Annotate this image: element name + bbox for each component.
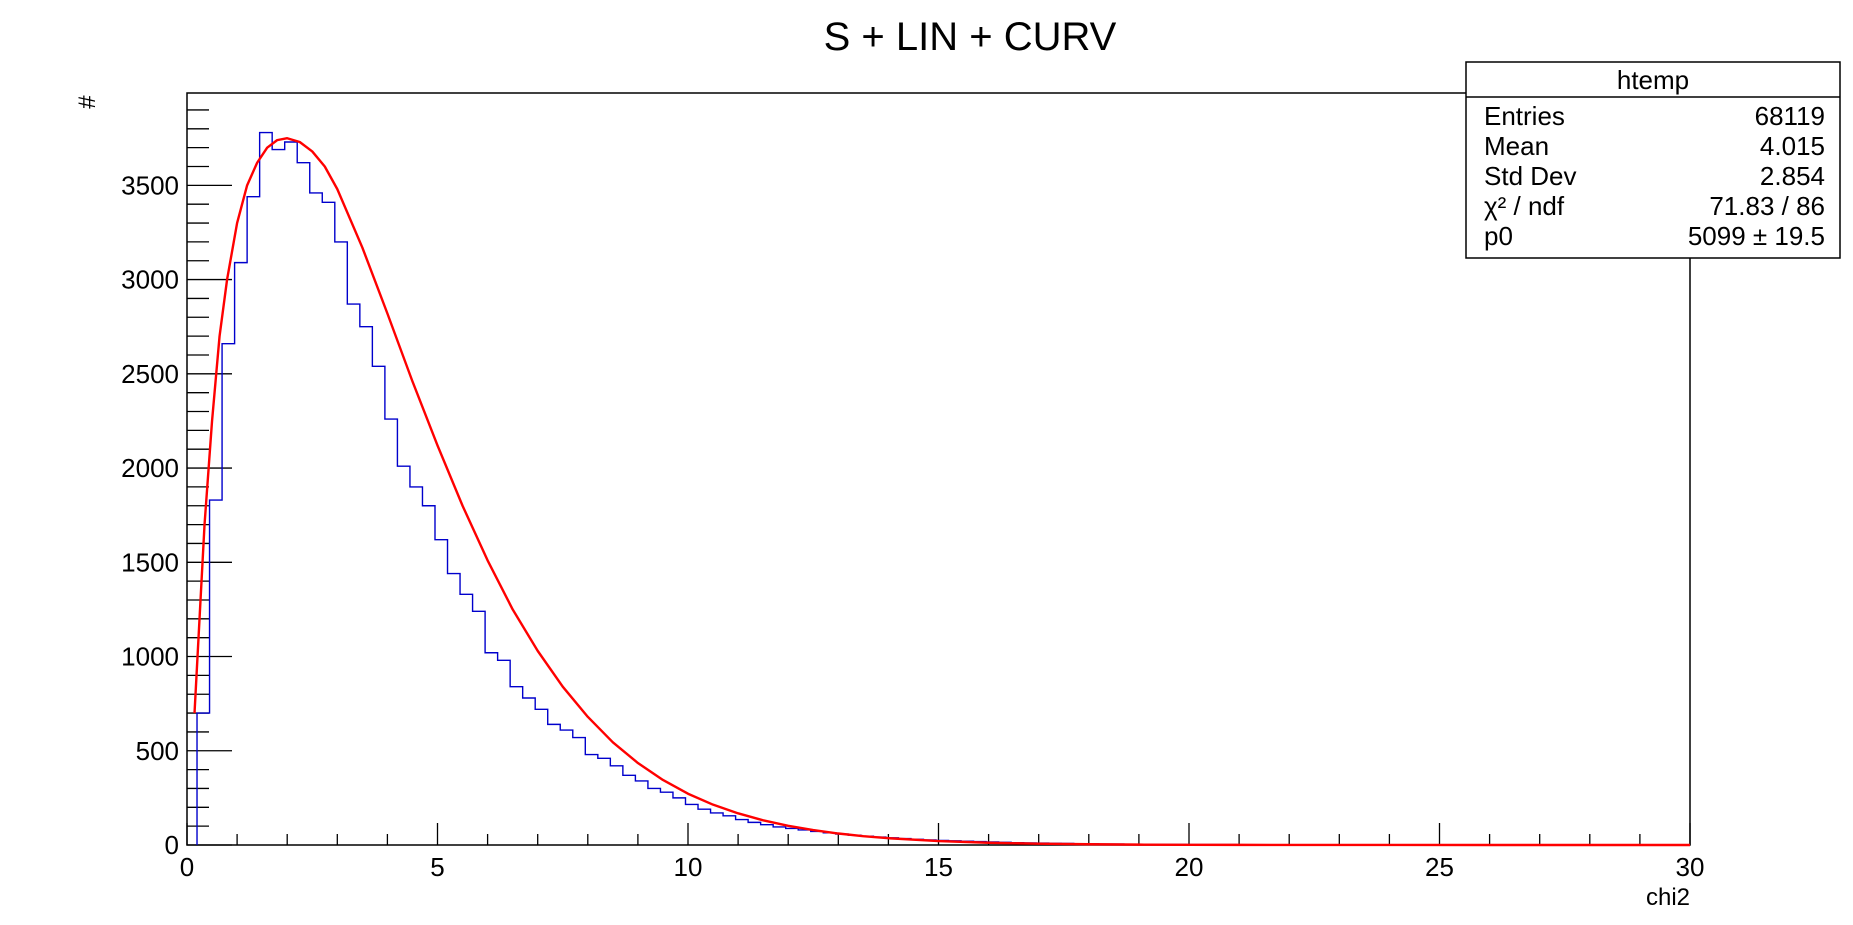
y-axis-label: # [74,95,101,109]
x-tick-label: 20 [1175,852,1204,882]
fit-curve [193,137,1690,847]
stats-row-value: 2.854 [1760,161,1825,191]
stats-box-title: htemp [1617,65,1689,95]
stats-row-label: Mean [1484,131,1549,161]
plot-frame [186,92,1691,846]
y-tick-label: 2500 [121,359,179,389]
stats-row-value: 4.015 [1760,131,1825,161]
x-tick-label: 30 [1676,852,1705,882]
stats-row-label: p0 [1484,221,1513,251]
stats-row-value: 71.83 / 86 [1709,191,1825,221]
y-tick-label: 0 [165,830,179,860]
x-tick-label: 15 [924,852,953,882]
x-tick-label: 0 [180,852,194,882]
y-tick-label: 500 [136,736,179,766]
stats-row-value: 68119 [1755,101,1825,131]
x-axis-label: chi2 [1646,884,1690,911]
x-tick-label: 25 [1425,852,1454,882]
y-tick-label: 3000 [121,265,179,295]
y-tick-label: 1500 [121,547,179,577]
y-tick-label: 1000 [121,642,179,672]
fit-curve-series [193,137,1690,847]
stats-box: htemp Entries 68119 Mean 4.015 Std Dev 2.854 χ²… [1465,61,1841,259]
y-tick-label: 2000 [121,453,179,483]
y-tick-label: 3500 [121,170,179,200]
x-tick-label: 10 [674,852,703,882]
stats-row-value: 5099 ± 19.5 [1688,221,1825,251]
stats-box-frame [1465,61,1841,259]
stats-row-label: Entries [1484,101,1565,131]
x-tick-label: 5 [430,852,444,882]
stats-row-label: χ² / ndf [1484,191,1565,221]
chart-title: S + LIN + CURV [824,15,1117,59]
stats-row-label: Std Dev [1484,161,1577,191]
axis-ticks: 0 5 10 15 20 25 30 0 500 1000 1500 2000 2500 3000 3500 [121,109,1705,882]
